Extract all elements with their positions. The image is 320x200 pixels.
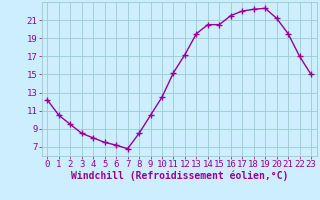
X-axis label: Windchill (Refroidissement éolien,°C): Windchill (Refroidissement éolien,°C): [70, 171, 288, 181]
